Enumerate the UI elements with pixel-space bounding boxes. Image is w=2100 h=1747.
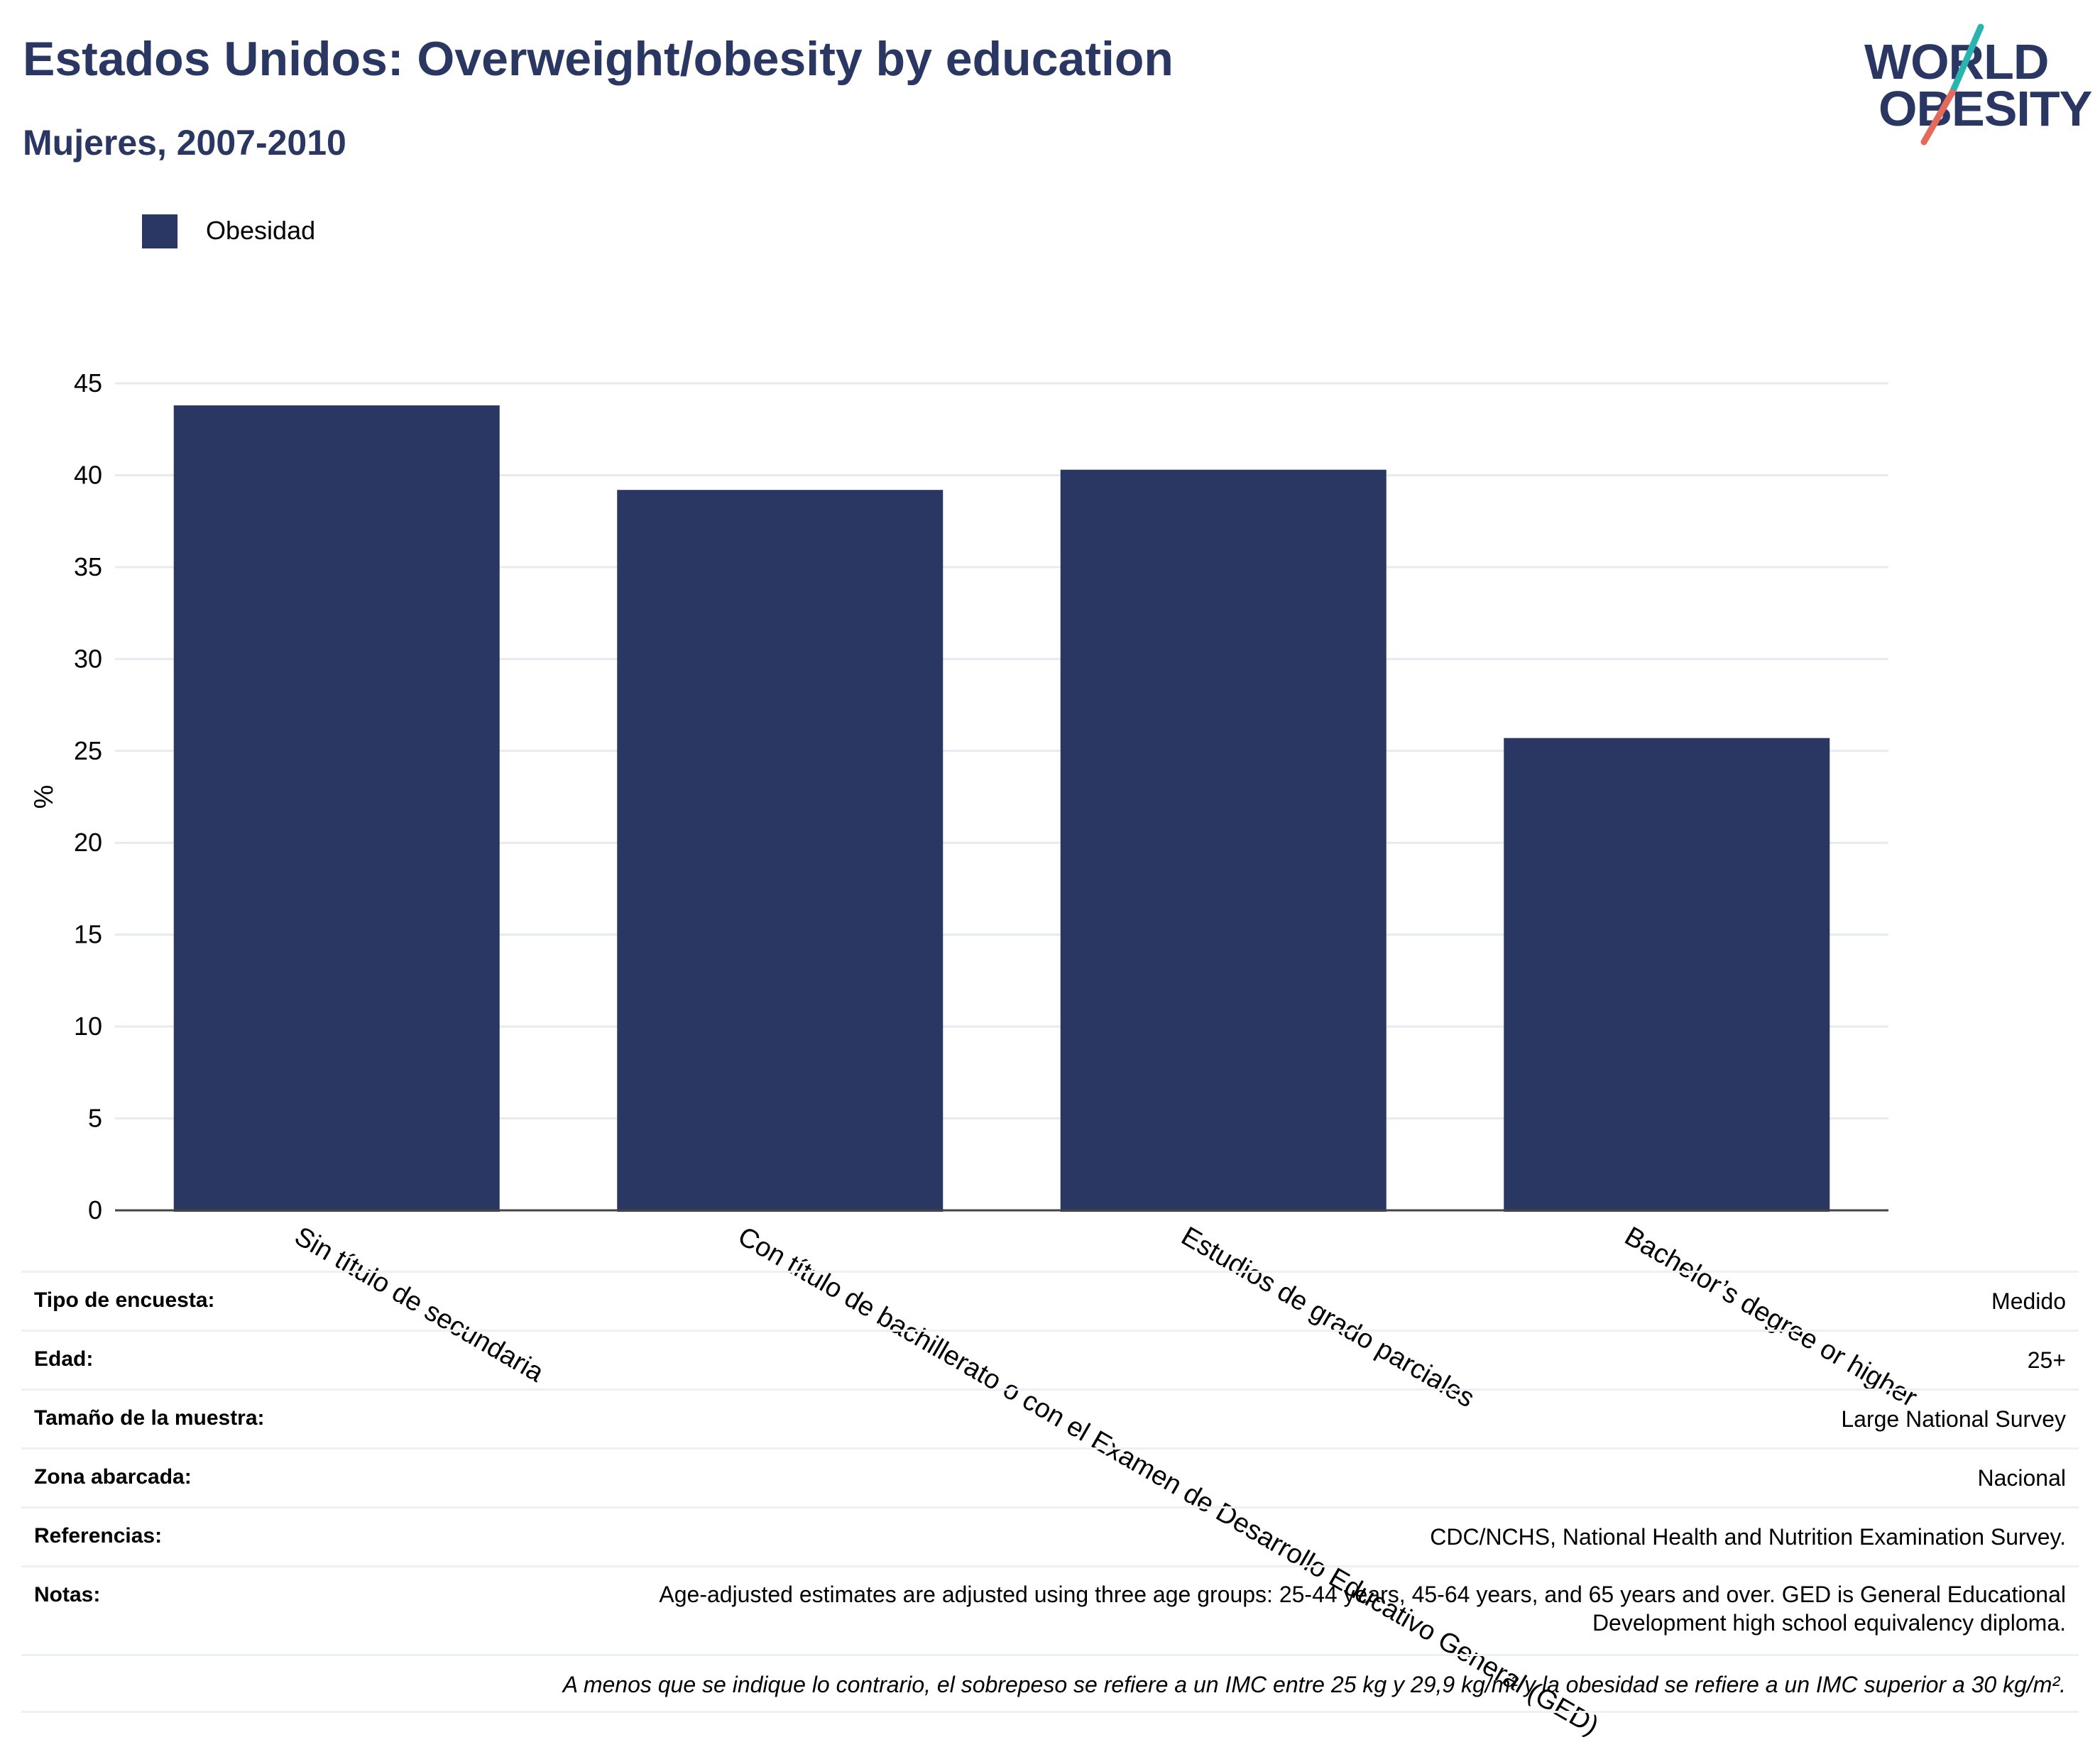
info-row-notes: Notas: Age-adjusted estimates are adjust…	[21, 1565, 2079, 1654]
info-row-age: Edad: 25+	[21, 1330, 2079, 1389]
bar	[1504, 738, 1830, 1212]
logo-slash-icon	[1920, 23, 1984, 146]
legend-label-obesidad: Obesidad	[206, 216, 316, 245]
y-tick-label: 30	[74, 644, 102, 673]
info-row-references: Referencias: CDC/NCHS, National Health a…	[21, 1506, 2079, 1565]
info-value: 25+	[2027, 1347, 2066, 1373]
bar	[173, 405, 500, 1212]
y-tick-label: 10	[74, 1012, 102, 1041]
disclaimer-text: A menos que se indique lo contrario, el …	[562, 1672, 2066, 1697]
info-value: Nacional	[1977, 1465, 2066, 1491]
info-row-disclaimer: A menos que se indique lo contrario, el …	[21, 1654, 2079, 1713]
bar	[1060, 469, 1387, 1212]
info-key: Zona abarcada:	[34, 1465, 192, 1489]
y-tick-label: 35	[74, 552, 102, 581]
info-value: CDC/NCHS, National Health and Nutrition …	[1430, 1524, 2066, 1550]
logo-text-line2: OBESITY	[1878, 81, 2092, 136]
info-value: Large National Survey	[1841, 1406, 2066, 1432]
y-tick-label: 25	[74, 736, 102, 765]
info-row-survey-type: Tipo de encuesta: Medido	[21, 1271, 2079, 1330]
y-tick-label: 5	[88, 1104, 102, 1133]
y-axis-title: %	[29, 785, 59, 809]
chart-title: Estados Unidos: Overweight/obesity by ed…	[23, 32, 1174, 86]
y-tick-label: 15	[74, 920, 102, 949]
y-tick-label: 45	[74, 368, 102, 398]
world-obesity-logo: WORLD OBESITY	[1846, 21, 2092, 149]
info-key: Tipo de encuesta:	[34, 1288, 215, 1312]
info-key: Referencias:	[34, 1524, 163, 1548]
info-table: Tipo de encuesta: Medido Edad: 25+ Tamañ…	[21, 1271, 2079, 1713]
legend-swatch-obesidad	[142, 214, 177, 248]
bar	[617, 490, 944, 1212]
info-row-area: Zona abarcada: Nacional	[21, 1447, 2079, 1506]
info-key: Notas:	[34, 1583, 101, 1606]
info-key: Edad:	[34, 1347, 94, 1371]
y-tick-label: 40	[74, 460, 102, 489]
y-tick-label: 0	[88, 1195, 102, 1225]
y-tick-label: 20	[74, 828, 102, 857]
info-key: Tamaño de la muestra:	[34, 1406, 265, 1430]
info-value: Medido	[1991, 1288, 2066, 1314]
info-row-sample-size: Tamaño de la muestra: Large National Sur…	[21, 1389, 2079, 1447]
info-value: Age-adjusted estimates are adjusted usin…	[659, 1582, 2066, 1636]
chart-subtitle: Mujeres, 2007-2010	[23, 123, 346, 163]
